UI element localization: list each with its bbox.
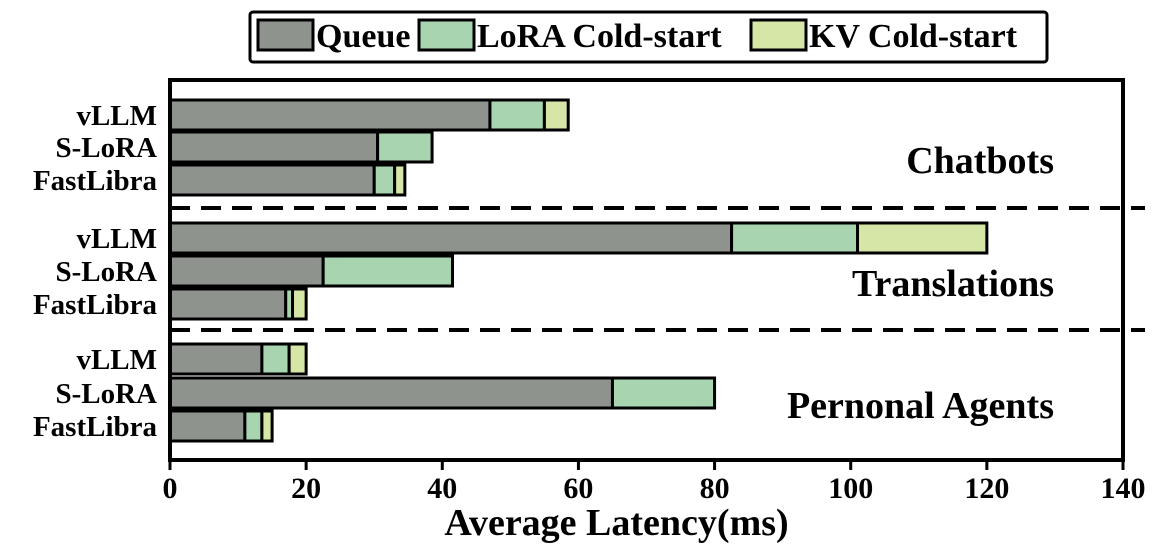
bar-segment-chatbots-fastlibra-kv-cold-start (393, 163, 407, 197)
y-tick-label-pernonal-agents-fastlibra: FastLibra (33, 411, 158, 443)
bar-segment-translations-vllm-lora-cold-start (730, 221, 860, 255)
bars (168, 98, 989, 443)
legend-label-kv-cold-start: KV Cold-start (809, 18, 1018, 55)
legend-swatch-queue (256, 18, 315, 52)
legend-swatch-lora-cold-start (417, 18, 476, 52)
bar-segment-pernonal-agents-fastlibra-queue (168, 409, 247, 443)
y-tick-label-translations-s-lora: S-LoRA (55, 256, 157, 288)
x-tick-label-120: 120 (964, 472, 1009, 505)
bar-segment-translations-s-lora-lora-cold-start (321, 254, 454, 288)
group-labels: Chatbots Translations Pernonal Agents (787, 140, 1054, 427)
x-tick-label-60: 60 (563, 472, 593, 505)
group-separators (170, 206, 1145, 332)
y-tick-label-translations-fastlibra: FastLibra (33, 289, 158, 321)
bar-segment-chatbots-fastlibra-lora-cold-start (372, 163, 397, 197)
bar-segment-translations-fastlibra-kv-cold-start (291, 287, 308, 321)
x-axis: 0 20 40 60 80 100 120 140 (163, 460, 1146, 505)
bar-segment-pernonal-agents-s-lora-queue (168, 376, 614, 410)
bar-segment-pernonal-agents-vllm-lora-cold-start (260, 342, 291, 376)
y-tick-label-chatbots-fastlibra: FastLibra (33, 165, 158, 197)
group-label-pernonal-agents: Pernonal Agents (787, 385, 1054, 427)
bar-segment-pernonal-agents-vllm-kv-cold-start (287, 342, 308, 376)
bar-segment-translations-s-lora-queue (168, 254, 325, 288)
x-tick-label-0: 0 (163, 472, 178, 505)
bar-segment-pernonal-agents-vllm-queue (168, 342, 264, 376)
bar-segment-translations-vllm-kv-cold-start (856, 221, 989, 255)
x-tick-label-140: 140 (1101, 472, 1146, 505)
group-label-translations: Translations (852, 263, 1054, 305)
group-label-chatbots: Chatbots (906, 140, 1054, 182)
bar-segment-chatbots-vllm-kv-cold-start (542, 98, 570, 132)
y-tick-label-chatbots-vllm: vLLM (76, 100, 157, 132)
plot-frame (168, 78, 1125, 462)
legend-label-queue: Queue (316, 18, 410, 55)
x-tick-label-100: 100 (828, 472, 873, 505)
x-tick-label-20: 20 (291, 472, 321, 505)
x-axis-label: Average Latency(ms) (444, 502, 788, 544)
bar-segment-chatbots-fastlibra-queue (168, 163, 376, 197)
x-tick-label-40: 40 (427, 472, 457, 505)
bar-segment-translations-vllm-queue (168, 221, 734, 255)
y-tick-labels: vLLMS-LoRAFastLibravLLMS-LoRAFastLibravL… (33, 100, 158, 443)
legend-swatch-kv-cold-start (749, 18, 808, 52)
legend-label-lora-cold-start: LoRA Cold-start (477, 18, 722, 55)
legend: Queue LoRA Cold-start KV Cold-start (248, 10, 1049, 64)
y-tick-label-pernonal-agents-s-lora: S-LoRA (55, 378, 157, 410)
y-tick-label-translations-vllm: vLLM (76, 223, 157, 255)
bar-segment-chatbots-vllm-queue (168, 98, 492, 132)
bar-segment-pernonal-agents-fastlibra-lora-cold-start (243, 409, 264, 443)
bar-segment-translations-fastlibra-queue (168, 287, 288, 321)
y-tick-label-pernonal-agents-vllm: vLLM (76, 344, 157, 376)
bar-segment-pernonal-agents-fastlibra-kv-cold-start (260, 409, 274, 443)
y-tick-label-chatbots-s-lora: S-LoRA (55, 132, 157, 164)
x-tick-label-80: 80 (700, 472, 730, 505)
bar-segment-chatbots-vllm-lora-cold-start (488, 98, 546, 132)
bar-segment-pernonal-agents-s-lora-lora-cold-start (610, 376, 717, 410)
bar-segment-chatbots-s-lora-queue (168, 130, 380, 164)
bar-segment-chatbots-s-lora-lora-cold-start (376, 130, 434, 164)
